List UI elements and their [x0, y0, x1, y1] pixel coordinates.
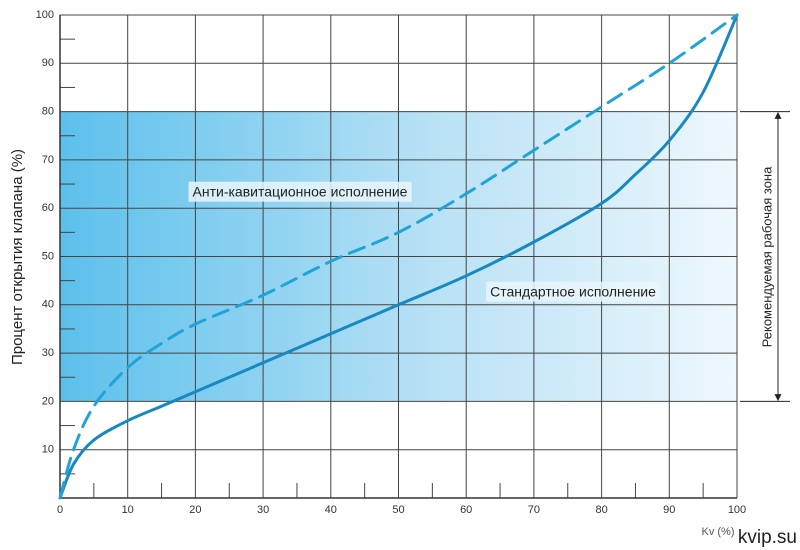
series-line: [58, 13, 739, 500]
x-axis-label: Kv (%): [702, 526, 735, 538]
y-axis-label: Процент открытия клапана (%): [9, 149, 26, 365]
x-tick-label: 0: [57, 504, 63, 516]
x-tick-label: 40: [325, 504, 337, 516]
y-tick-label: 100: [36, 9, 54, 21]
y-tick-label: 60: [42, 202, 54, 214]
watermark: kvip.su: [738, 527, 797, 548]
series-label-bg: [188, 181, 412, 202]
x-tick-label: 90: [663, 504, 675, 516]
series-label: Стандартное исполнение: [490, 284, 656, 300]
y-tick-label: 50: [42, 250, 54, 262]
y-tick-label: 20: [42, 395, 54, 407]
x-tick-label: 20: [189, 504, 201, 516]
y-tick-label: 70: [42, 154, 54, 166]
x-tick-label: 100: [728, 504, 746, 516]
x-tick-label: 50: [392, 504, 404, 516]
series-label: Анти-кавитационное исполнение: [193, 184, 408, 200]
series-line: [58, 13, 739, 500]
x-tick-label: 30: [257, 504, 269, 516]
x-tick-label: 10: [122, 504, 134, 516]
x-tick-label: 80: [595, 504, 607, 516]
y-tick-label: 40: [42, 299, 54, 311]
series-label-bg: [486, 281, 661, 302]
x-tick-label: 60: [460, 504, 472, 516]
zone-label: Рекомендуемая рабочая зона: [759, 166, 774, 347]
y-tick-label: 10: [42, 444, 54, 456]
x-tick-label: 70: [528, 504, 540, 516]
y-tick-label: 90: [42, 57, 54, 69]
y-tick-label: 30: [42, 347, 54, 359]
y-tick-label: 80: [42, 106, 54, 118]
